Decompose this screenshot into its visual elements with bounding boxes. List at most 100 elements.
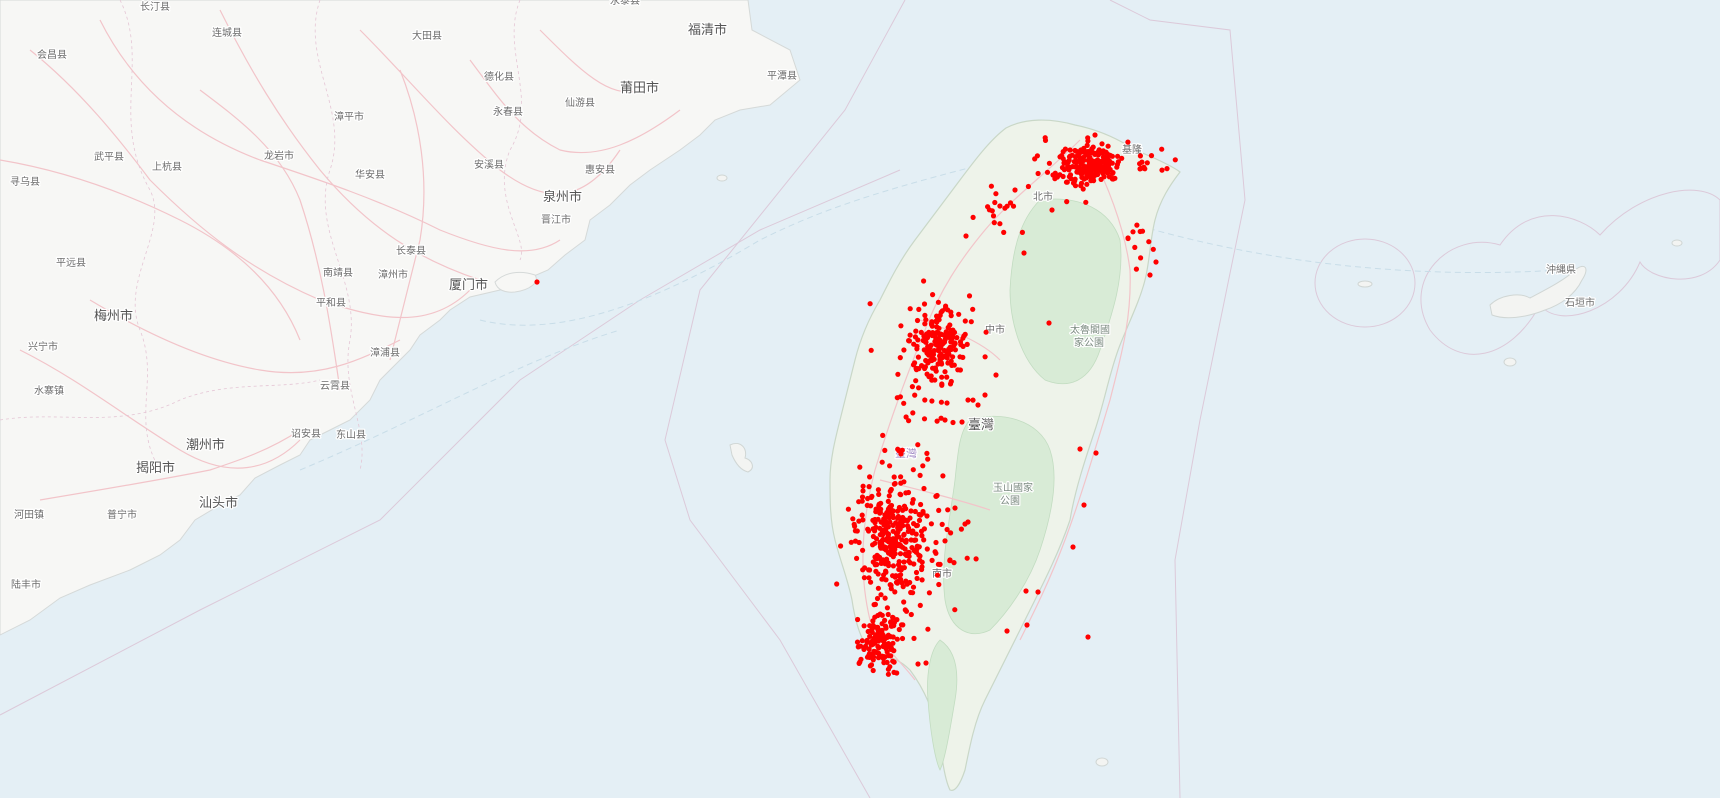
data-point-marker[interactable] bbox=[884, 605, 891, 611]
data-point-marker[interactable] bbox=[877, 510, 883, 516]
data-point-marker[interactable] bbox=[951, 329, 958, 335]
data-point-marker[interactable] bbox=[1089, 177, 1095, 183]
data-point-marker[interactable] bbox=[922, 312, 928, 318]
data-point-marker[interactable] bbox=[860, 488, 866, 494]
data-point-marker[interactable] bbox=[921, 301, 928, 307]
data-point-marker[interactable] bbox=[918, 329, 924, 335]
data-point-marker[interactable] bbox=[1078, 183, 1084, 189]
data-point-marker[interactable] bbox=[938, 309, 944, 315]
data-point-marker[interactable] bbox=[878, 653, 884, 659]
data-point-marker[interactable] bbox=[913, 531, 919, 537]
data-point-marker[interactable] bbox=[934, 313, 940, 319]
data-point-marker[interactable] bbox=[903, 490, 909, 496]
data-point-marker[interactable] bbox=[903, 414, 909, 420]
data-point-marker[interactable] bbox=[865, 526, 871, 532]
data-point-marker[interactable] bbox=[975, 402, 981, 408]
data-point-marker[interactable] bbox=[929, 377, 935, 383]
data-point-marker[interactable] bbox=[914, 543, 920, 549]
data-point-marker[interactable] bbox=[856, 518, 862, 524]
data-point-marker[interactable] bbox=[894, 636, 900, 642]
data-point-marker[interactable] bbox=[934, 342, 941, 348]
data-point-marker[interactable] bbox=[1105, 143, 1111, 149]
data-point-marker[interactable] bbox=[925, 456, 931, 462]
data-point-marker[interactable] bbox=[898, 543, 904, 549]
data-point-marker[interactable] bbox=[988, 183, 995, 189]
data-point-marker[interactable] bbox=[1087, 149, 1093, 155]
data-point-marker[interactable] bbox=[883, 547, 889, 553]
data-point-marker[interactable] bbox=[873, 624, 879, 630]
data-point-marker[interactable] bbox=[917, 472, 923, 478]
data-point-marker[interactable] bbox=[860, 483, 866, 489]
data-point-marker[interactable] bbox=[943, 329, 949, 335]
data-point-marker[interactable] bbox=[912, 360, 918, 366]
data-point-marker[interactable] bbox=[914, 522, 921, 529]
data-point-marker[interactable] bbox=[950, 354, 956, 360]
data-point-marker[interactable] bbox=[928, 521, 935, 527]
data-point-marker[interactable] bbox=[1007, 200, 1014, 206]
data-point-marker[interactable] bbox=[883, 568, 889, 574]
data-point-marker[interactable] bbox=[855, 616, 861, 623]
data-point-marker[interactable] bbox=[940, 473, 946, 479]
data-point-marker[interactable] bbox=[1060, 149, 1066, 155]
data-point-marker[interactable] bbox=[910, 410, 916, 416]
data-point-marker[interactable] bbox=[1109, 170, 1116, 176]
data-point-marker[interactable] bbox=[929, 319, 935, 325]
data-point-marker[interactable] bbox=[929, 557, 935, 564]
data-point-marker[interactable] bbox=[909, 384, 916, 390]
data-point-marker[interactable] bbox=[912, 392, 918, 398]
data-point-marker[interactable] bbox=[860, 547, 866, 553]
data-point-marker[interactable] bbox=[965, 397, 971, 403]
data-point-marker[interactable] bbox=[874, 561, 880, 568]
data-point-marker[interactable] bbox=[966, 293, 973, 299]
data-point-marker[interactable] bbox=[862, 643, 869, 650]
data-point-marker[interactable] bbox=[883, 577, 889, 583]
data-point-marker[interactable] bbox=[1093, 168, 1099, 174]
data-point-marker[interactable] bbox=[964, 555, 970, 561]
data-point-marker[interactable] bbox=[1063, 159, 1069, 165]
data-point-marker[interactable] bbox=[908, 508, 914, 514]
data-point-marker[interactable] bbox=[1035, 170, 1041, 177]
data-point-marker[interactable] bbox=[858, 656, 864, 662]
data-point-marker[interactable] bbox=[959, 419, 965, 425]
data-point-marker[interactable] bbox=[1052, 176, 1058, 182]
data-point-marker[interactable] bbox=[888, 551, 894, 558]
data-point-marker[interactable] bbox=[1085, 634, 1091, 640]
data-point-marker[interactable] bbox=[906, 338, 912, 344]
data-point-marker[interactable] bbox=[952, 607, 958, 613]
data-point-marker[interactable] bbox=[868, 503, 874, 509]
data-point-marker[interactable] bbox=[908, 537, 914, 543]
data-point-marker[interactable] bbox=[952, 505, 958, 511]
data-point-marker[interactable] bbox=[918, 501, 924, 508]
data-point-marker[interactable] bbox=[962, 318, 968, 324]
data-point-marker[interactable] bbox=[948, 309, 954, 315]
data-point-marker[interactable] bbox=[1083, 170, 1089, 176]
data-point-marker[interactable] bbox=[892, 589, 898, 595]
data-point-marker[interactable] bbox=[918, 528, 925, 534]
data-point-marker[interactable] bbox=[1072, 178, 1078, 184]
data-point-marker[interactable] bbox=[880, 632, 886, 639]
data-point-marker[interactable] bbox=[854, 528, 860, 534]
data-point-marker[interactable] bbox=[912, 334, 919, 340]
data-point-marker[interactable] bbox=[1114, 161, 1120, 168]
data-point-marker[interactable] bbox=[878, 500, 884, 506]
data-point-marker[interactable] bbox=[911, 635, 917, 642]
data-point-marker[interactable] bbox=[897, 355, 903, 361]
data-point-marker[interactable] bbox=[896, 626, 902, 633]
data-point-marker[interactable] bbox=[877, 525, 883, 531]
data-point-marker[interactable] bbox=[1083, 199, 1089, 205]
data-point-marker[interactable] bbox=[886, 493, 892, 499]
data-point-marker[interactable] bbox=[1130, 229, 1136, 235]
data-point-marker[interactable] bbox=[873, 509, 879, 515]
data-point-marker[interactable] bbox=[903, 539, 909, 545]
data-point-marker[interactable] bbox=[899, 447, 905, 453]
data-point-marker[interactable] bbox=[1133, 266, 1139, 272]
data-point-marker[interactable] bbox=[1049, 207, 1055, 213]
data-point-marker[interactable] bbox=[945, 507, 951, 513]
data-point-marker[interactable] bbox=[866, 646, 872, 652]
data-point-marker[interactable] bbox=[871, 602, 877, 608]
data-point-marker[interactable] bbox=[1148, 153, 1155, 159]
data-point-marker[interactable] bbox=[911, 341, 917, 347]
data-point-marker[interactable] bbox=[970, 214, 976, 220]
data-point-marker[interactable] bbox=[924, 546, 930, 552]
data-point-marker[interactable] bbox=[890, 563, 897, 569]
